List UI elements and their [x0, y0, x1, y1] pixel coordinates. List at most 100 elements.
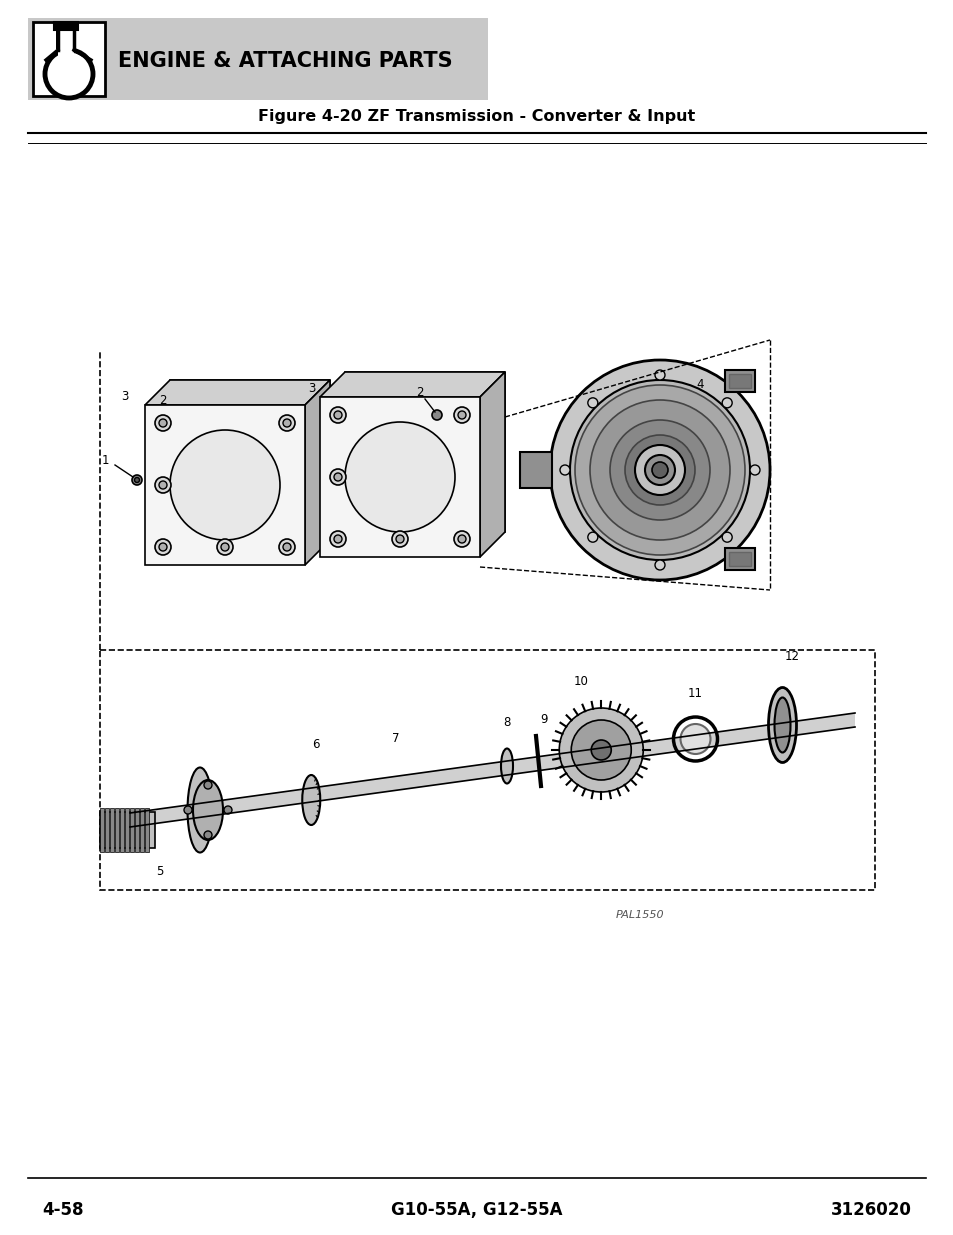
Text: 12: 12: [784, 650, 800, 663]
Bar: [58, 27, 74, 57]
Text: 9: 9: [539, 713, 547, 726]
Circle shape: [635, 445, 684, 495]
Text: 10: 10: [573, 676, 588, 688]
Circle shape: [216, 538, 233, 555]
Circle shape: [587, 532, 598, 542]
Text: 3: 3: [121, 390, 129, 404]
Ellipse shape: [188, 767, 213, 852]
Circle shape: [334, 535, 341, 543]
Ellipse shape: [193, 781, 223, 840]
Circle shape: [457, 535, 465, 543]
Circle shape: [457, 411, 465, 419]
Bar: [724, 370, 754, 391]
Circle shape: [749, 466, 760, 475]
Text: 7: 7: [392, 732, 399, 745]
Bar: [33, 22, 105, 96]
Bar: [145, 808, 149, 852]
Circle shape: [655, 370, 664, 380]
Bar: [519, 452, 552, 488]
Text: 3: 3: [308, 383, 315, 395]
Circle shape: [345, 422, 455, 532]
Bar: [120, 808, 124, 852]
Circle shape: [334, 473, 341, 480]
Bar: [728, 374, 750, 388]
Bar: [724, 548, 754, 571]
Circle shape: [159, 419, 167, 427]
Polygon shape: [170, 380, 330, 540]
Text: 6: 6: [313, 739, 319, 751]
Circle shape: [204, 781, 212, 789]
Text: 1: 1: [101, 453, 109, 467]
Circle shape: [558, 708, 642, 792]
Bar: [140, 808, 144, 852]
Bar: [105, 808, 109, 852]
Circle shape: [721, 532, 731, 542]
Text: 8: 8: [503, 716, 510, 729]
Bar: [130, 808, 133, 852]
Polygon shape: [145, 380, 330, 405]
Bar: [100, 650, 874, 890]
Text: PAL1550: PAL1550: [615, 910, 663, 920]
Circle shape: [159, 543, 167, 551]
Circle shape: [575, 385, 744, 555]
Text: 3126020: 3126020: [830, 1200, 911, 1219]
Circle shape: [170, 430, 280, 540]
Circle shape: [655, 559, 664, 571]
Circle shape: [334, 411, 341, 419]
Polygon shape: [345, 372, 504, 532]
Circle shape: [559, 466, 569, 475]
Circle shape: [224, 806, 232, 814]
Bar: [115, 808, 119, 852]
Text: 2: 2: [416, 385, 423, 399]
Polygon shape: [145, 405, 305, 564]
Polygon shape: [305, 380, 330, 564]
Circle shape: [221, 543, 229, 551]
Circle shape: [589, 400, 729, 540]
Text: 11: 11: [687, 687, 702, 700]
Circle shape: [432, 410, 441, 420]
Circle shape: [330, 469, 346, 485]
Bar: [125, 808, 129, 852]
Circle shape: [569, 380, 749, 559]
Circle shape: [154, 415, 171, 431]
Polygon shape: [479, 372, 504, 557]
Circle shape: [550, 359, 769, 580]
Circle shape: [134, 478, 139, 483]
Circle shape: [132, 475, 142, 485]
Circle shape: [571, 720, 631, 781]
Circle shape: [591, 740, 611, 760]
Text: 5: 5: [156, 864, 164, 878]
Bar: [100, 811, 154, 848]
Bar: [100, 808, 104, 852]
Circle shape: [644, 454, 675, 485]
Circle shape: [330, 408, 346, 424]
Bar: [28, 19, 488, 100]
Polygon shape: [319, 396, 479, 557]
Circle shape: [454, 531, 470, 547]
Circle shape: [454, 408, 470, 424]
Text: 2: 2: [159, 394, 167, 406]
Circle shape: [330, 531, 346, 547]
Bar: [54, 22, 78, 30]
Circle shape: [721, 398, 731, 408]
Text: 4: 4: [696, 378, 703, 391]
Circle shape: [395, 535, 403, 543]
Circle shape: [283, 419, 291, 427]
Bar: [728, 552, 750, 566]
Ellipse shape: [768, 688, 796, 762]
Circle shape: [278, 415, 294, 431]
Bar: [110, 808, 113, 852]
Circle shape: [624, 435, 695, 505]
Text: 4-58: 4-58: [42, 1200, 84, 1219]
Circle shape: [204, 831, 212, 839]
Text: Figure 4-20 ZF Transmission - Converter & Input: Figure 4-20 ZF Transmission - Converter …: [258, 109, 695, 124]
Circle shape: [283, 543, 291, 551]
Circle shape: [159, 480, 167, 489]
Bar: [135, 808, 139, 852]
Circle shape: [184, 806, 192, 814]
Circle shape: [154, 477, 171, 493]
Circle shape: [679, 724, 710, 755]
Text: ENGINE & ATTACHING PARTS: ENGINE & ATTACHING PARTS: [118, 51, 452, 70]
Circle shape: [392, 531, 408, 547]
Circle shape: [587, 398, 598, 408]
